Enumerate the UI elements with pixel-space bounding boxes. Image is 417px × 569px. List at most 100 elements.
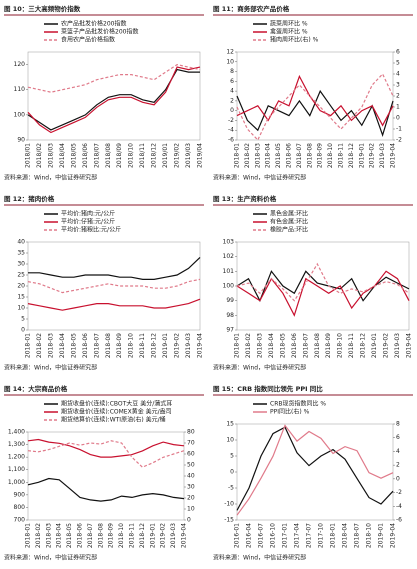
x-tick-label: 2019-01 — [162, 333, 169, 358]
legend-label: 黑色金属:环比 — [270, 210, 308, 218]
y2-tick-label: 6 — [396, 434, 400, 441]
series-line — [27, 477, 185, 502]
x-tick-label: 2019-01 — [149, 523, 156, 548]
legend-label: 有色金属:环比 — [270, 218, 308, 226]
x-tick-label: 2018-06 — [82, 333, 89, 358]
y-tick-label: -4 — [228, 127, 234, 134]
x-tick-label: 2018-12 — [139, 523, 146, 548]
x-tick-label: 2018/03 — [47, 143, 54, 168]
legend-label: 期货收盘价(连续):CBOT大豆 美分/蒲式耳 — [61, 400, 172, 408]
y2-tick-label: -2 — [396, 137, 402, 144]
x-tick-label: 2018/05 — [70, 143, 77, 168]
y2-tick-label: 0 — [187, 517, 191, 524]
y-tick-label: 110 — [14, 86, 26, 93]
y2-tick-label: 5 — [396, 60, 400, 67]
y2-tick-label: 4 — [396, 448, 400, 455]
plot-frame — [27, 241, 201, 331]
series-line — [27, 66, 201, 134]
plot-frame — [236, 51, 394, 141]
source-note: 资料来源：Wind，中信证券研究部 — [213, 554, 306, 562]
x-tick-label: 2018-09 — [317, 143, 324, 168]
x-tick-label: 2018-05 — [275, 143, 282, 168]
x-tick-label: 2017-10 — [318, 523, 325, 548]
chart-title: 图 12：猪肉价格 — [4, 194, 55, 203]
x-tick-label: 2018-06 — [286, 143, 293, 168]
legend-label: 期货收盘价(连续):COMEX黄金 美元/盎司 — [61, 408, 172, 416]
x-tick-label: 2019-04 — [406, 333, 413, 358]
x-tick-label: 2018-02 — [35, 523, 42, 548]
legend-label: 橡胶产品:环比 — [270, 226, 308, 234]
y-tick-label: 0 — [230, 107, 234, 114]
y-tick-label: 1,100 — [8, 466, 25, 473]
y2-tick-label: 70 — [187, 440, 195, 447]
y-tick-label: 100 — [14, 111, 26, 118]
y-tick-label: 10 — [226, 437, 234, 444]
y-tick-label: -6 — [228, 137, 234, 144]
x-tick-label: 2018-10 — [327, 143, 334, 168]
x-tick-label: 2018-12 — [360, 333, 367, 358]
chart-title: 图 14：大宗商品价格 — [4, 384, 68, 393]
y-tick-label: 8 — [230, 68, 234, 75]
x-tick-label: 2018/10 — [128, 143, 135, 168]
x-tick-label: 2017-07 — [306, 523, 313, 548]
y2-tick-label: 20 — [187, 495, 195, 502]
x-tick-label: 2018/08 — [105, 143, 112, 168]
x-tick-label: 2018-11 — [338, 143, 345, 168]
y-tick-label: 12 — [226, 49, 234, 56]
y-tick-label: 100 — [223, 283, 235, 290]
x-tick-label: 2018-03 — [254, 143, 261, 168]
x-tick-label: 2016-04 — [246, 523, 253, 548]
y-tick-label: 4 — [230, 88, 234, 95]
x-tick-label: 2018-09 — [116, 333, 123, 358]
y-tick-label: 30 — [17, 261, 25, 268]
x-tick-label: 2018-04 — [59, 333, 66, 358]
y2-tick-label: -6 — [396, 517, 402, 524]
x-tick-label: 2018/12 — [151, 143, 158, 168]
y-tick-label: 103 — [223, 239, 235, 246]
plot-frame — [236, 241, 410, 331]
series-line — [27, 438, 185, 458]
y-tick-label: 0 — [21, 327, 25, 334]
y2-tick-label: 4 — [396, 71, 400, 78]
x-tick-label: 2018-04 — [342, 523, 349, 548]
x-tick-label: 2016-01 — [234, 523, 241, 548]
x-tick-label: 2018/02 — [36, 143, 43, 168]
y2-tick-label: 10 — [187, 506, 195, 513]
y-tick-label: 5 — [230, 453, 234, 460]
x-tick-label: 2018-08 — [314, 333, 321, 358]
y2-tick-label: 0 — [396, 475, 400, 482]
x-tick-label: 2018-01 — [234, 333, 241, 358]
x-tick-label: 2018-12 — [151, 333, 158, 358]
chart-title: 图 11：商务部农产品价格 — [213, 4, 290, 13]
y-tick-label: 15 — [17, 294, 25, 301]
x-tick-label: 2018-03 — [256, 333, 263, 358]
y2-tick-label: 80 — [187, 429, 195, 436]
y2-tick-label: 50 — [187, 462, 195, 469]
x-tick-label: 2019-01 — [371, 333, 378, 358]
x-tick-label: 2019-04 — [390, 143, 397, 168]
x-tick-label: 2019-02 — [383, 333, 390, 358]
legend-label: PPI同比(右) % — [270, 408, 310, 416]
x-tick-label: 2016-10 — [270, 523, 277, 548]
x-tick-label: 2019/02 — [174, 143, 181, 168]
x-tick-label: 2018-10 — [118, 523, 125, 548]
y-tick-label: 1,400 — [8, 429, 25, 436]
series-line — [236, 89, 394, 138]
x-tick-label: 2019-04 — [181, 523, 188, 548]
legend-label: CRB现货指数同比 % — [270, 400, 326, 408]
x-tick-label: 2018/01 — [25, 143, 32, 168]
x-tick-label: 2019-04 — [197, 333, 204, 358]
legend-label: 蔬菜周环比 % — [270, 20, 308, 28]
x-tick-label: 2019/03 — [185, 143, 192, 168]
x-tick-label: 2018-10 — [337, 333, 344, 358]
x-tick-label: 2019-03 — [185, 333, 192, 358]
x-tick-label: 2018/11 — [139, 143, 146, 168]
y-tick-label: 20 — [17, 283, 25, 290]
x-tick-label: 2018-02 — [36, 333, 43, 358]
legend-label: 禽蛋周环比 % — [270, 28, 308, 36]
source-note: 资料来源：Wind，中信证券研究部 — [213, 364, 306, 372]
y2-tick-label: 40 — [187, 473, 195, 480]
plot-frame — [236, 423, 394, 521]
x-tick-label: 2018-02 — [245, 333, 252, 358]
